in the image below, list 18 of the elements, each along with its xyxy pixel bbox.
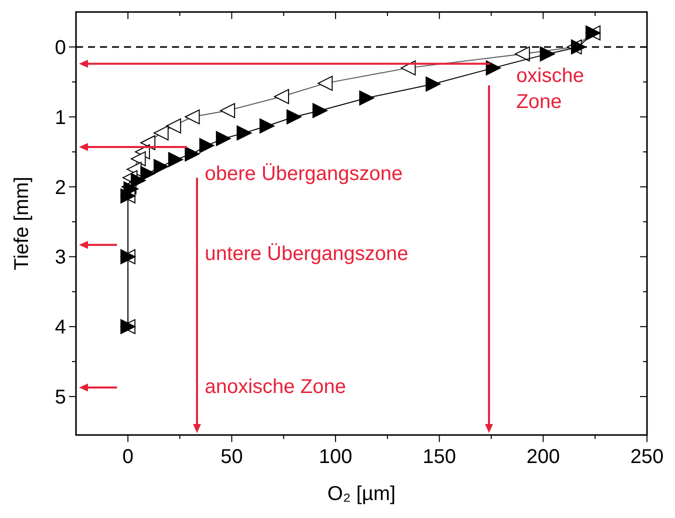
x-tick-label: 250 (630, 446, 664, 468)
y-axis-title: Tiefe [mm] (11, 176, 33, 270)
annotation: untere Übergangszone (204, 243, 408, 266)
x-axis-title: O₂ [µm] (327, 483, 396, 505)
y-tick-label: 0 (54, 36, 66, 59)
y-tick-label: 2 (54, 176, 66, 199)
y-tick-label: 3 (54, 246, 66, 269)
y-tick-label: 4 (54, 316, 66, 339)
x-tick-label: 0 (122, 446, 134, 468)
y-tick-label: 5 (54, 386, 66, 409)
y-tick-label: 1 (54, 106, 66, 129)
annotation: anoxische Zone (204, 376, 346, 398)
annotation: oxische Zone (516, 64, 584, 113)
x-tick-label: 100 (318, 446, 352, 468)
x-tick-label: 50 (220, 446, 243, 468)
x-tick-label: 150 (422, 446, 456, 468)
x-tick-label: 200 (526, 446, 560, 468)
annotation: obere Übergangszone (204, 162, 403, 185)
